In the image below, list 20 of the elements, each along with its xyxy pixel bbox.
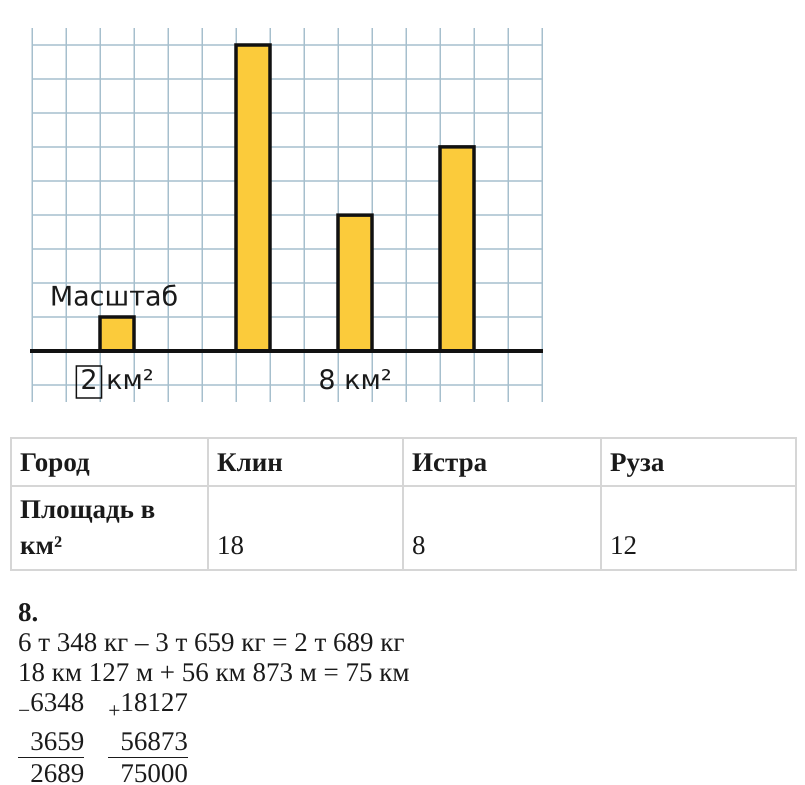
text: 2689 <box>29 758 84 785</box>
text: 18 км 127 м + 56 км 873 м = 75 км <box>18 657 410 687</box>
text: Площадь в км² <box>20 493 156 562</box>
data-label: 12 <box>601 486 796 570</box>
text: 3659 <box>18 726 84 758</box>
text: $_{−}$6348 <box>18 687 84 724</box>
annotation: Масштаб <box>50 282 178 313</box>
text: 56873 <box>108 726 188 758</box>
text: $_{+}$18127 <box>108 687 188 724</box>
text: 6 т 348 кг – 3 т 659 кг = 2 т 689 кг <box>18 627 406 657</box>
x-tick-label: 2 км² <box>80 365 154 396</box>
x-tick-label: 8 км² <box>318 365 392 396</box>
data-label: 8 <box>403 486 601 570</box>
category-label: Истра <box>403 438 601 486</box>
text: Город <box>11 438 208 486</box>
text: 75000 <box>119 758 188 785</box>
category-label: Руза <box>601 438 796 486</box>
data-label: 18 <box>208 486 403 570</box>
text: 8. <box>18 597 40 627</box>
category-label: Клин <box>208 438 403 486</box>
